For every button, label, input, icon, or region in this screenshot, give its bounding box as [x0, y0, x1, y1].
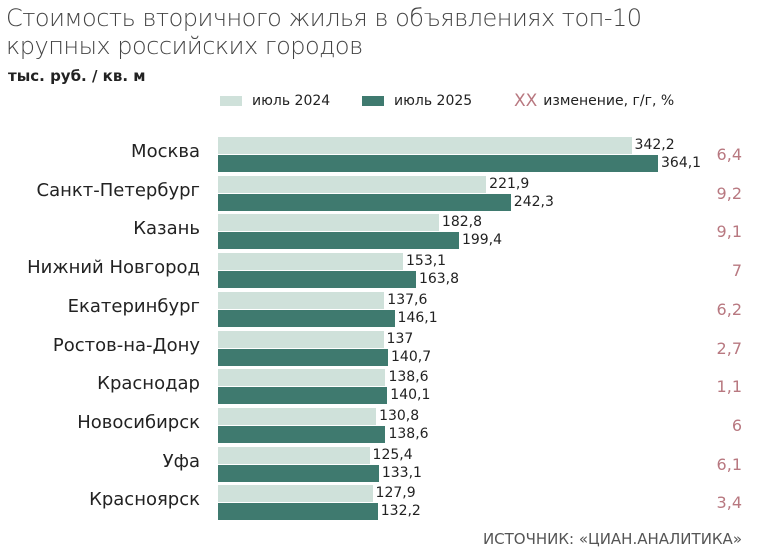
- category-label: Москва: [131, 141, 200, 162]
- unit-label: тыс. руб. / кв. м: [8, 67, 146, 85]
- value-label-2024: 221,9: [489, 175, 530, 192]
- value-label-2025: 199,4: [461, 232, 503, 249]
- value-label-2024: 127,9: [375, 485, 416, 502]
- bar-2025: [218, 155, 658, 172]
- title-line-1: Стоимость вторичного жилья в объявлениях…: [6, 4, 642, 32]
- value-label-2025: 146,1: [397, 309, 438, 326]
- value-label-2025: 163,8: [418, 271, 460, 288]
- category-label: Екатеринбург: [67, 295, 200, 317]
- bar-2025: [218, 232, 459, 250]
- bar-2025: [218, 464, 379, 482]
- legend-label-2025: июль 2025: [394, 93, 473, 109]
- bar-2025: [218, 425, 386, 443]
- category-label: Санкт-Петербург: [36, 179, 200, 201]
- legend-swatch-2024: [220, 96, 242, 106]
- legend-swatch-2025: [362, 96, 384, 106]
- title-line-2: крупных российских городов: [6, 32, 363, 60]
- category-label: Ростов-на-Дону: [52, 334, 200, 356]
- bar-2025: [218, 348, 389, 366]
- value-label-2024: 182,8: [441, 214, 482, 231]
- value-label-2025: 364,1: [661, 155, 702, 171]
- bar-2024: [218, 407, 377, 425]
- bar-2025: [218, 271, 416, 289]
- bar-2024: [218, 369, 386, 387]
- category-label: Казань: [133, 218, 200, 240]
- legend-label-2024: июль 2024: [252, 93, 331, 109]
- value-label-2025: 138,6: [388, 425, 429, 442]
- category-label: Нижний Новгород: [27, 257, 200, 279]
- change-label: 6,4: [716, 145, 742, 164]
- value-label-2024: 153,1: [406, 253, 447, 270]
- bar-2024: [218, 446, 370, 464]
- bar-2025: [218, 309, 395, 327]
- bar-2024: [218, 137, 632, 154]
- value-label-2025: 133,1: [381, 464, 422, 481]
- change-label: 7: [731, 261, 742, 281]
- bar-2024: [218, 485, 373, 503]
- legend-change: XX изменение, г/г, %: [514, 91, 674, 111]
- legend-change-label: изменение, г/г, %: [543, 93, 675, 109]
- source-note: ИСТОЧНИК: «ЦИАН.АНАЛИТИКА»: [482, 530, 742, 548]
- change-label: 9,2: [716, 183, 742, 203]
- bar-2025: [218, 387, 388, 405]
- bar-2025: [218, 193, 511, 211]
- value-label-2024: 125,4: [372, 446, 413, 463]
- category-label: Новосибирск: [77, 411, 200, 433]
- legend-2024: июль 2024: [220, 93, 330, 109]
- chart-title: Стоимость вторичного жилья в объявлениях…: [6, 4, 642, 60]
- change-label: 1,1: [716, 377, 742, 397]
- value-label-2025: 132,2: [380, 503, 421, 520]
- bar-2024: [218, 175, 487, 193]
- change-label: 6: [731, 415, 742, 435]
- value-label-2024: 138,6: [388, 369, 429, 386]
- change-label: 3,4: [716, 493, 742, 513]
- change-label: 2,7: [716, 338, 742, 358]
- category-label: Красноярск: [89, 489, 200, 511]
- legend-change-marker: XX: [514, 91, 538, 111]
- bar-2024: [218, 291, 385, 309]
- category-label: Уфа: [162, 450, 200, 472]
- legend-2025: июль 2025: [362, 93, 472, 109]
- value-label-2024: 137: [386, 330, 414, 347]
- bar-2024: [218, 214, 439, 232]
- value-label-2025: 140,1: [390, 387, 431, 404]
- bar-2024: [218, 330, 384, 348]
- change-label: 6,1: [716, 454, 742, 474]
- change-label: 9,1: [716, 222, 742, 242]
- value-label-2024: 130,8: [379, 407, 420, 424]
- bar-2024: [218, 253, 403, 271]
- value-label-2025: 242,3: [513, 193, 554, 210]
- value-label-2024: 137,6: [387, 291, 428, 308]
- change-label: 6,2: [716, 299, 742, 319]
- category-label: Краснодар: [97, 373, 200, 395]
- bar-2025: [218, 503, 378, 521]
- value-label-2024: 342,2: [634, 137, 675, 153]
- value-label-2025: 140,7: [391, 348, 432, 365]
